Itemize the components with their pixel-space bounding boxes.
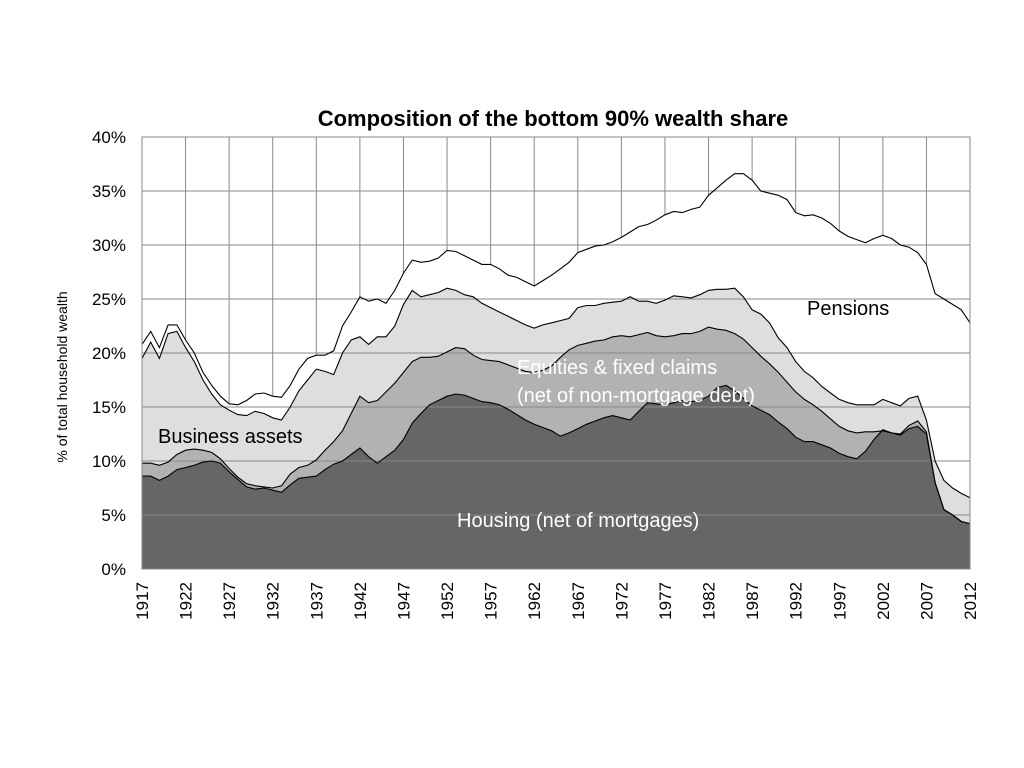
x-tick-label: 1982 xyxy=(700,582,719,620)
annotation-housing: Housing (net of mortgages) xyxy=(457,510,699,532)
annotation-business-assets: Business assets xyxy=(158,426,303,448)
x-tick-label: 1922 xyxy=(177,582,196,620)
x-tick-label: 1947 xyxy=(394,582,413,620)
annotation-equities-line1: Equities & fixed claims xyxy=(517,357,717,379)
series-outline-1 xyxy=(142,326,971,525)
y-tick-label: 35% xyxy=(92,182,126,201)
x-tick-label: 2002 xyxy=(874,582,893,620)
gridlines xyxy=(142,137,970,516)
area-series-0 xyxy=(142,385,970,569)
y-tick-label: 0% xyxy=(101,560,126,579)
series-outlines xyxy=(141,173,971,525)
x-tick-label: 1942 xyxy=(351,582,370,620)
area-series-1 xyxy=(142,327,970,524)
x-tick-label: 1962 xyxy=(525,582,544,620)
x-tick-label: 1987 xyxy=(743,582,762,620)
y-tick-label: 20% xyxy=(92,344,126,363)
x-tick-label: 2007 xyxy=(917,582,936,620)
x-tick-label: 1992 xyxy=(787,582,806,620)
y-tick-label: 30% xyxy=(92,236,126,255)
x-tick-label: 1952 xyxy=(438,582,457,620)
y-tick-label: 40% xyxy=(92,128,126,147)
x-tick-label: 1917 xyxy=(133,582,152,620)
x-tick-label: 2012 xyxy=(961,582,980,620)
x-tick-label: 1937 xyxy=(307,582,326,620)
plot-frame xyxy=(141,136,971,570)
x-tick-label: 1967 xyxy=(569,582,588,620)
x-tick-label: 1957 xyxy=(482,582,501,620)
series-outline-0 xyxy=(142,384,971,525)
x-tick-label: 1972 xyxy=(612,582,631,620)
annotation-pensions: Pensions xyxy=(807,298,889,320)
area-series-2 xyxy=(142,288,970,524)
y-tick-label: 15% xyxy=(92,398,126,417)
y-tick-label: 5% xyxy=(101,506,126,525)
x-tick-label: 1932 xyxy=(264,582,283,620)
x-tick-label: 1927 xyxy=(220,582,239,620)
series-outline-2 xyxy=(141,287,971,499)
x-tick-label: 1997 xyxy=(830,582,849,620)
annotation-equities-line2: (net of non-mortgage debt) xyxy=(517,385,755,407)
area-annotations: Business assets Equities & fixed claims … xyxy=(158,298,889,532)
series-outline-3 xyxy=(141,173,971,406)
y-axis-label: % of total household wealth xyxy=(54,291,70,462)
x-axis-ticks: 1917 1922 1927 1932 1937 1942 1947 1952 1957 1962… xyxy=(133,582,980,620)
area-series-3 xyxy=(142,173,970,498)
area-layers xyxy=(142,173,970,569)
y-axis-ticks: 0% 5% 10% 15% 20% 25% 30% 35% 40% xyxy=(92,128,126,579)
x-tick-label: 1977 xyxy=(656,582,675,620)
chart-title: Composition of the bottom 90% wealth sha… xyxy=(318,106,789,131)
y-tick-label: 10% xyxy=(92,452,126,471)
y-tick-label: 25% xyxy=(92,290,126,309)
